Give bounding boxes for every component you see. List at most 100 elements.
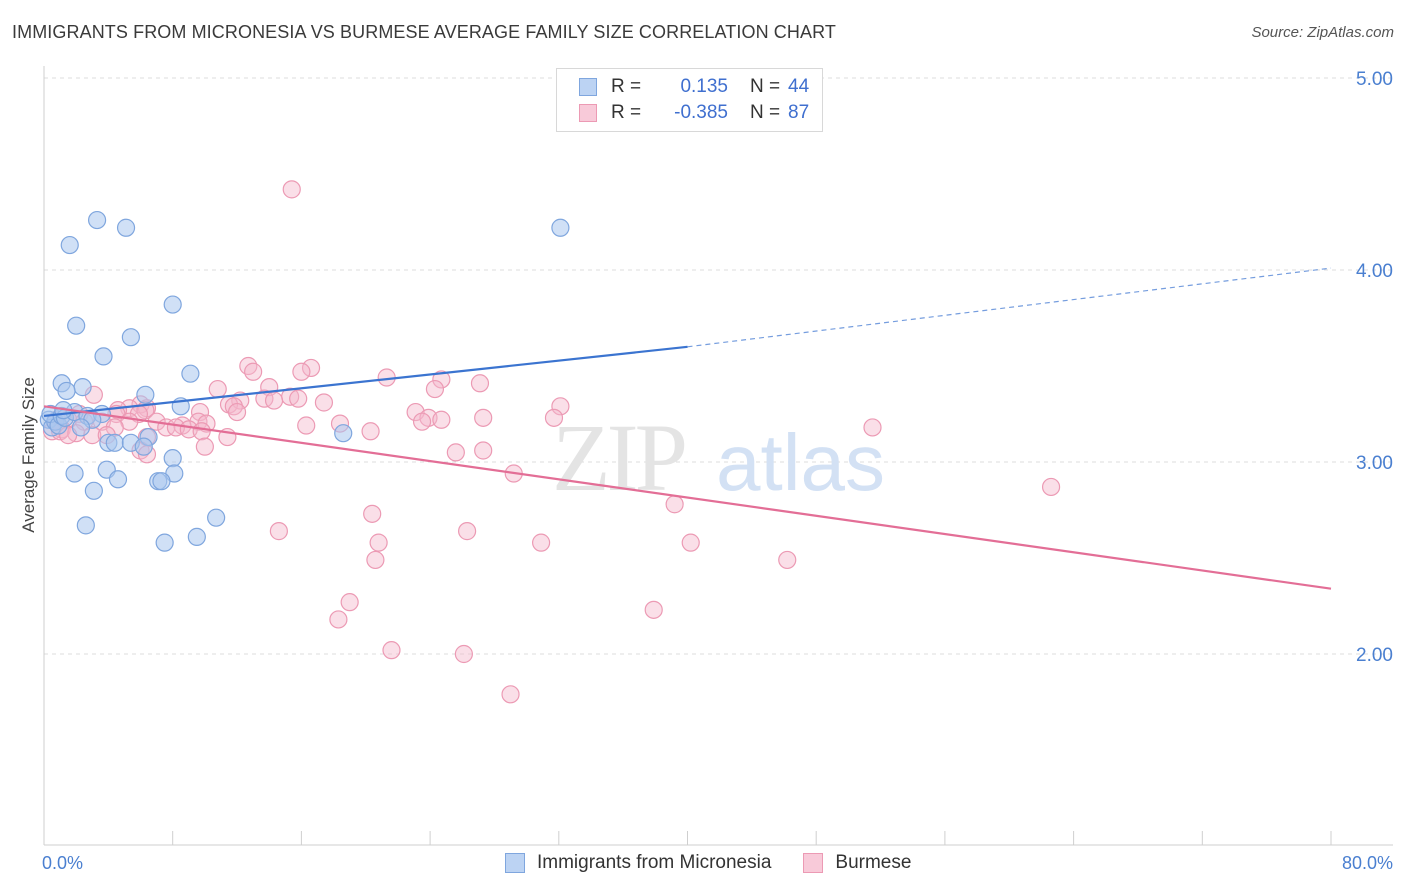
burmese-point [363, 504, 382, 523]
legend-r-label: R = [611, 102, 642, 123]
burmese-point [227, 402, 247, 422]
micronesia-point [57, 381, 76, 401]
micronesia-point [551, 218, 570, 237]
micronesia-point [155, 533, 174, 552]
burmese-point [474, 408, 493, 427]
micronesia-point [60, 235, 79, 255]
micronesia-point [116, 218, 136, 237]
legend-swatch-burmese [803, 853, 824, 873]
legend-n-value: 44 [788, 76, 810, 97]
burmese-point [432, 370, 451, 389]
burmese-point [314, 393, 334, 412]
burmese-point [282, 180, 301, 199]
legend-swatch-pink [579, 104, 597, 122]
burmese-point [301, 358, 321, 378]
correlation-legend: R = 0.135 N = 44 R = -0.385 N = 87 [556, 68, 823, 132]
burmese-point [292, 362, 311, 381]
burmese-point [1041, 477, 1061, 497]
micronesia-point [187, 527, 206, 546]
burmese-point [269, 522, 288, 541]
micronesia-point [163, 449, 182, 468]
y-tick-label: 5.00 [1356, 69, 1393, 90]
burmese-point [551, 397, 570, 416]
chart-title: IMMIGRANTS FROM MICRONESIA VS BURMESE AV… [12, 22, 836, 42]
burmese-point [474, 441, 493, 460]
burmese-point [446, 443, 465, 462]
series-legend: Immigrants from Micronesia Burmese [505, 852, 911, 874]
burmese-point [289, 389, 308, 408]
micronesia-point [73, 378, 92, 397]
micronesia-point [67, 316, 86, 335]
micronesia-point [334, 424, 353, 443]
legend-r-value: 0.135 [680, 76, 728, 97]
burmese-point [425, 379, 445, 399]
y-tick-label: 2.00 [1356, 645, 1393, 666]
burmese-point [665, 495, 684, 514]
legend-label-burmese: Burmese [835, 852, 912, 873]
micronesia-point [207, 508, 226, 527]
micronesia-point [108, 470, 128, 489]
micronesia-point [134, 437, 153, 456]
micronesia-point [181, 364, 200, 383]
y-tick-label: 4.00 [1356, 261, 1393, 282]
burmese-point [644, 600, 663, 619]
micronesia-point [76, 516, 95, 535]
micronesia-point [84, 481, 103, 500]
legend-swatch-micronesia [505, 853, 525, 873]
burmese-point [544, 408, 564, 427]
tick-labels: 2.00 3.00 4.00 5.00 0.0% 80.0% [42, 69, 1393, 873]
burmese-point [297, 416, 316, 435]
micronesia-trend-extrapolation [687, 267, 1332, 348]
burmese-point [244, 362, 263, 381]
burmese-point [264, 391, 284, 410]
legend-r-value: -0.385 [674, 102, 728, 123]
legend-row-micronesia: R = 0.135 N = 44 [579, 75, 809, 99]
burmese-point [382, 641, 401, 660]
burmese-point [532, 533, 551, 552]
micronesia-point [87, 210, 107, 230]
micronesia-point [163, 295, 182, 314]
x-tick-label: 0.0% [42, 853, 83, 873]
burmese-point [501, 685, 520, 704]
micronesia-point [121, 328, 140, 347]
burmese-point [239, 356, 258, 376]
y-tick-label: 3.00 [1356, 453, 1393, 474]
burmese-point [470, 374, 490, 393]
legend-swatch-blue [579, 78, 597, 96]
micronesia-point [105, 433, 124, 452]
burmese-point [361, 422, 380, 441]
watermark-zip: ZIP [552, 404, 685, 511]
legend-label-micronesia: Immigrants from Micronesia [537, 852, 772, 873]
y-axis-label: Average Family Size [19, 377, 38, 533]
micronesia-points [39, 210, 570, 552]
burmese-point [340, 593, 359, 612]
watermark-atlas: atlas [716, 418, 885, 507]
micronesia-point [94, 347, 113, 366]
burmese-point [458, 522, 477, 541]
burmese-trend-line [43, 405, 1332, 590]
burmese-point [369, 533, 388, 552]
legend-n-label: N = [750, 102, 781, 123]
x-tick-label: 80.0% [1342, 853, 1393, 873]
burmese-point [366, 550, 385, 570]
burmese-point [329, 610, 348, 629]
burmese-point [432, 410, 451, 429]
burmese-point [208, 379, 227, 399]
burmese-point [863, 418, 882, 437]
burmese-point [778, 550, 797, 570]
source-label: Source: ZipAtlas.com [1251, 24, 1394, 41]
burmese-point [681, 533, 700, 552]
axes [43, 66, 1393, 846]
micronesia-point [136, 385, 155, 404]
legend-n-value: 87 [788, 102, 810, 123]
burmese-point [192, 422, 211, 441]
micronesia-point [65, 464, 84, 483]
micronesia-point [152, 472, 171, 491]
legend-r-label: R = [611, 76, 642, 97]
trend-lines [43, 267, 1332, 590]
watermark: ZIP atlas [552, 404, 885, 511]
micronesia-trend-line [43, 345, 688, 418]
burmese-point [412, 412, 432, 431]
legend-row-burmese: R = -0.385 N = 87 [579, 101, 809, 125]
